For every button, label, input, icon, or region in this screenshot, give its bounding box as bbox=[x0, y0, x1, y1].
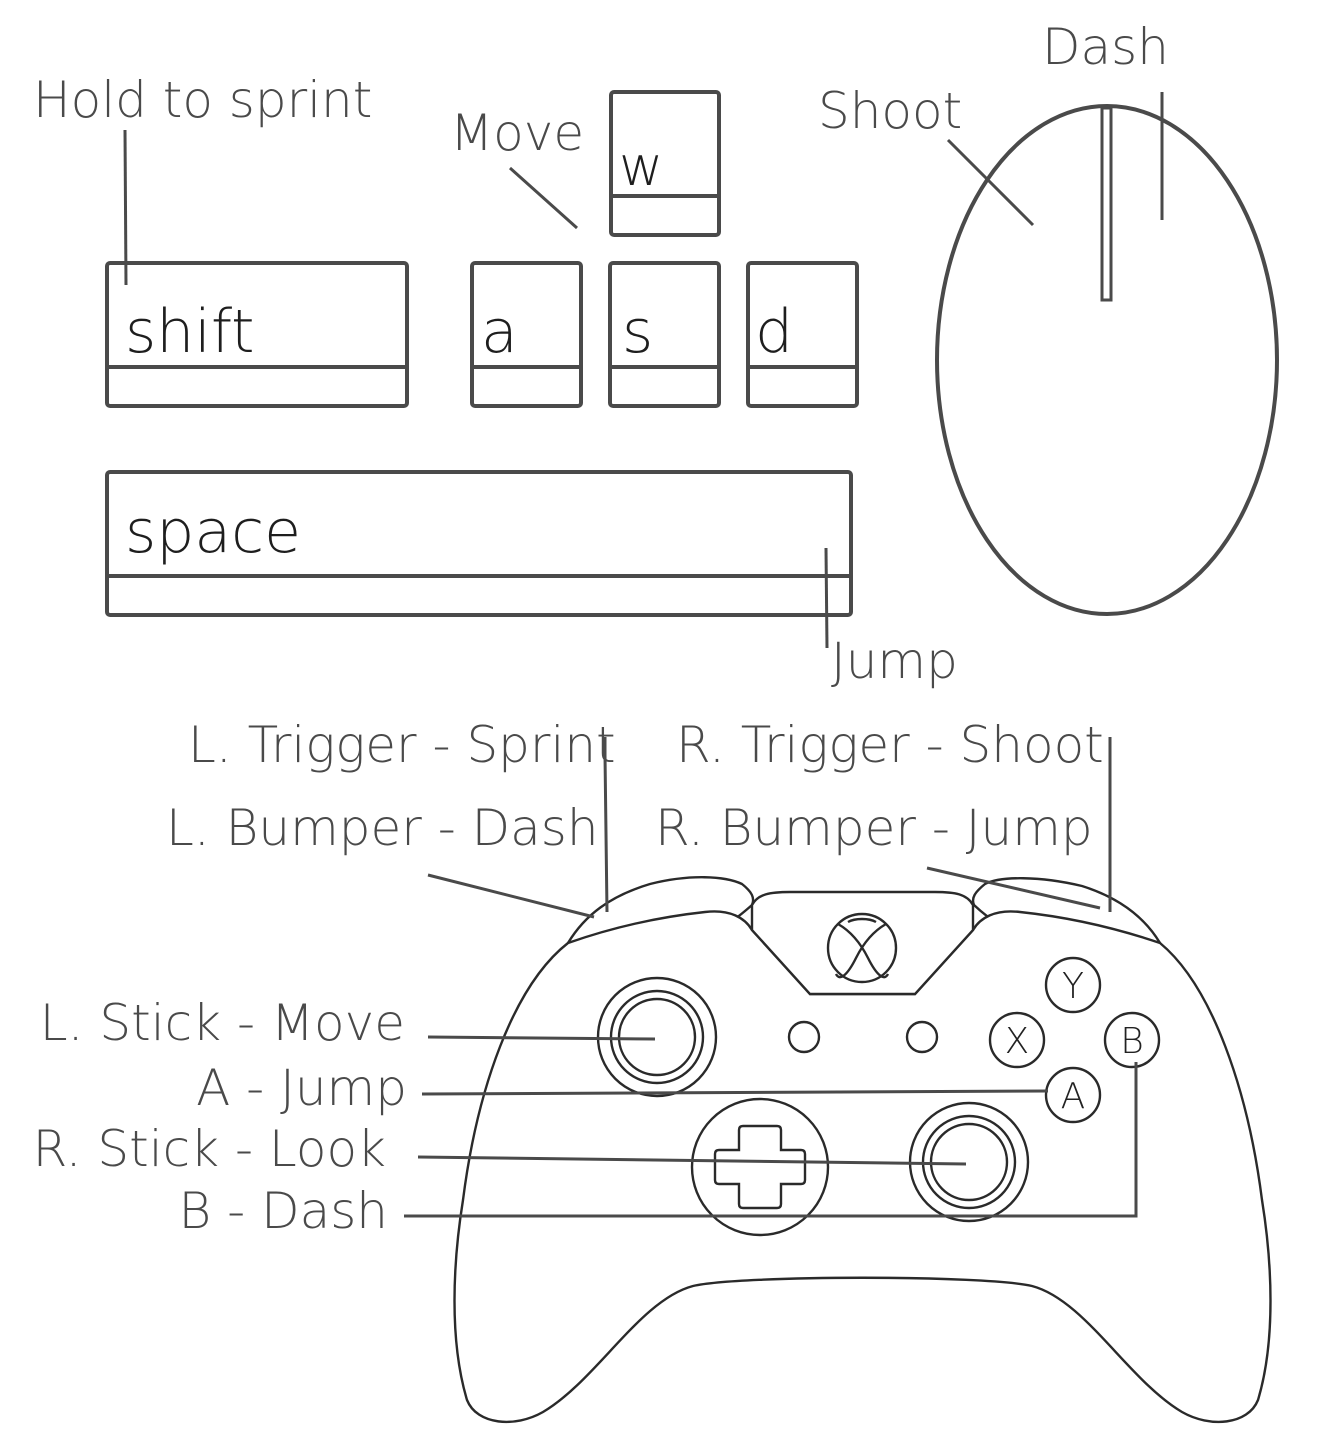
leader-l-stick bbox=[427, 1035, 656, 1041]
label-jump: Jump bbox=[831, 632, 958, 690]
a-button: A bbox=[1044, 1066, 1102, 1124]
label-r-bumper: R. Bumper - Jump bbox=[655, 799, 1093, 857]
key-d: d bbox=[746, 261, 859, 408]
leader-r-stick bbox=[417, 1155, 967, 1166]
left-stick bbox=[596, 976, 718, 1098]
menu-button bbox=[905, 1020, 939, 1054]
leader-b-button bbox=[404, 1062, 1138, 1218]
right-stick bbox=[908, 1101, 1030, 1223]
label-a-button: A - Jump bbox=[196, 1059, 407, 1117]
leader-jump bbox=[824, 547, 829, 649]
key-space: space bbox=[105, 470, 853, 617]
leader-move bbox=[508, 166, 579, 230]
key-shift-label: shift bbox=[125, 297, 255, 367]
label-dash: Dash bbox=[1042, 18, 1169, 76]
leader-l-trigger bbox=[603, 737, 609, 913]
label-shoot: Shoot bbox=[818, 82, 962, 140]
label-l-bumper: L. Bumper - Dash bbox=[166, 799, 599, 857]
x-button: X bbox=[988, 1011, 1046, 1069]
x-button-label: X bbox=[1005, 1021, 1030, 1062]
dpad-cross bbox=[713, 1124, 807, 1210]
key-s: s bbox=[608, 261, 721, 408]
label-b-button: B - Dash bbox=[179, 1182, 388, 1240]
label-hold-to-sprint: Hold to sprint bbox=[33, 71, 372, 129]
key-d-label: d bbox=[755, 297, 793, 367]
b-button-label: B bbox=[1120, 1021, 1144, 1062]
keyboard: w shift a s d space bbox=[33, 71, 958, 690]
key-space-label: space bbox=[125, 497, 301, 567]
label-l-stick: L. Stick - Move bbox=[40, 994, 405, 1052]
dpad bbox=[690, 1097, 830, 1237]
key-w-label: w bbox=[619, 135, 663, 198]
label-r-stick: R. Stick - Look bbox=[33, 1120, 386, 1178]
mouse-body bbox=[935, 104, 1279, 616]
y-button: Y bbox=[1044, 956, 1102, 1014]
key-a-label: a bbox=[481, 297, 518, 367]
a-button-label: A bbox=[1061, 1076, 1086, 1117]
leader-hold-to-sprint bbox=[123, 129, 128, 286]
view-button bbox=[787, 1020, 821, 1054]
xbox-logo-icon bbox=[826, 912, 898, 984]
mouse-scroll-wheel bbox=[1100, 106, 1113, 302]
label-r-trigger: R. Trigger - Shoot bbox=[676, 716, 1104, 774]
key-a: a bbox=[470, 261, 583, 408]
y-button-label: Y bbox=[1062, 966, 1084, 1007]
key-shift: shift bbox=[105, 261, 409, 408]
mouse: Shoot Dash bbox=[818, 18, 1279, 616]
key-w: w bbox=[609, 90, 721, 237]
label-move: Move bbox=[450, 104, 584, 162]
b-button: B bbox=[1103, 1011, 1161, 1069]
leader-l-bumper bbox=[427, 873, 595, 919]
xbox-controller: Y X B A L. Trigger - Sprint L. Bumper - … bbox=[33, 716, 1272, 1424]
leader-shoot bbox=[946, 138, 1035, 227]
leader-a-button bbox=[421, 1089, 1049, 1096]
key-s-label: s bbox=[622, 297, 653, 367]
label-l-trigger: L. Trigger - Sprint bbox=[188, 716, 616, 774]
leader-r-bumper bbox=[926, 866, 1101, 910]
